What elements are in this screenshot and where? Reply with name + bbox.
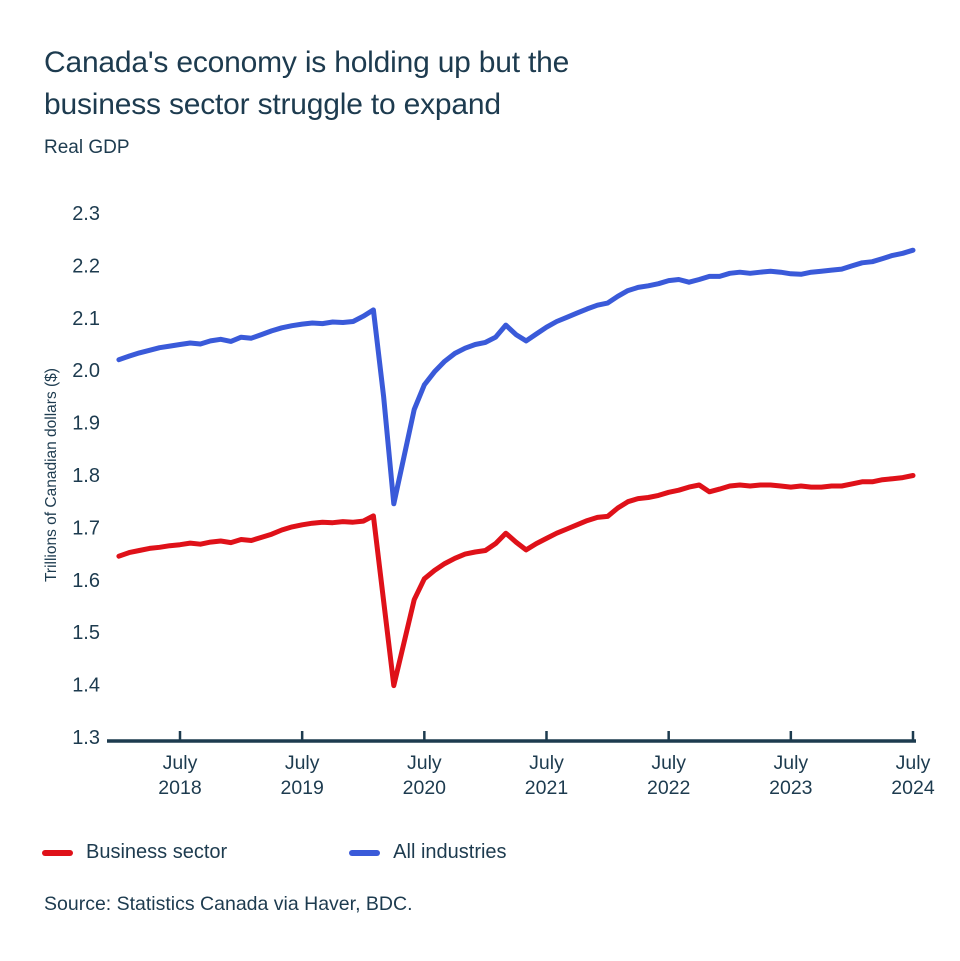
y-axis-tick-label: 1.9	[72, 413, 100, 435]
business-sector-swatch-icon	[42, 849, 73, 856]
x-axis-tick-year: 2023	[769, 777, 812, 799]
page-title-line1: Canada's economy is holding up but the	[44, 46, 570, 79]
legend-label: All industries	[393, 841, 507, 863]
legend-item-business-sector: Business sector	[42, 841, 227, 864]
x-axis-tick-year: 2020	[403, 777, 447, 799]
gdp-line-chart: 2.3 2.2 2.1 2.0 1.9 1.8 1.7 1.6 1.5 1.4 1.3 Trillio…	[43, 203, 935, 799]
page-title: Canada's economy is holding up but the b…	[44, 42, 569, 126]
x-axis-tick-month: July	[529, 752, 564, 774]
y-axis-tick-label: 2.0	[72, 360, 100, 382]
y-axis-tick-label: 1.5	[72, 622, 100, 644]
legend-label: Business sector	[86, 841, 228, 863]
all-industries-swatch-icon	[349, 849, 381, 856]
y-axis-tick-label: 2.3	[72, 203, 100, 225]
series-line-all-industries	[116, 247, 916, 507]
chart-subtitle: Real GDP	[44, 137, 130, 158]
x-axis-tick-month: July	[896, 752, 931, 774]
y-axis-title: Trillions of Canadian dollars ($)	[43, 368, 60, 582]
x-axis-tick-year: 2021	[525, 777, 568, 799]
x-axis-tick-month: July	[285, 752, 320, 774]
y-axis-tick-label: 2.1	[72, 308, 100, 330]
y-axis-tick-label: 1.7	[72, 517, 100, 539]
y-axis-tick-label: 1.8	[72, 465, 100, 487]
y-axis-tick-label: 1.4	[72, 675, 100, 697]
x-axis-tick-month: July	[651, 752, 686, 774]
page-title-line2: business sector struggle to expand	[44, 88, 501, 121]
x-axis-tick-year: 2019	[280, 777, 323, 799]
y-axis-tick-label: 2.2	[72, 255, 100, 277]
y-axis-tick-label: 1.3	[72, 727, 100, 749]
source-note: Source: Statistics Canada via Haver, BDC…	[44, 893, 413, 915]
chart-legend: Business sector All industries	[42, 841, 507, 864]
x-axis-tick-month: July	[407, 752, 442, 774]
x-axis-tick-year: 2018	[158, 777, 201, 799]
x-axis-tick-month: July	[773, 752, 808, 774]
x-axis-tick-month: July	[163, 752, 198, 774]
x-axis-tick-year: 2024	[891, 777, 935, 799]
legend-item-all-industries: All industries	[349, 841, 507, 864]
x-axis-tick-year: 2022	[647, 777, 690, 799]
y-axis-tick-label: 1.6	[72, 570, 100, 592]
series-line-business-sector	[116, 473, 916, 689]
